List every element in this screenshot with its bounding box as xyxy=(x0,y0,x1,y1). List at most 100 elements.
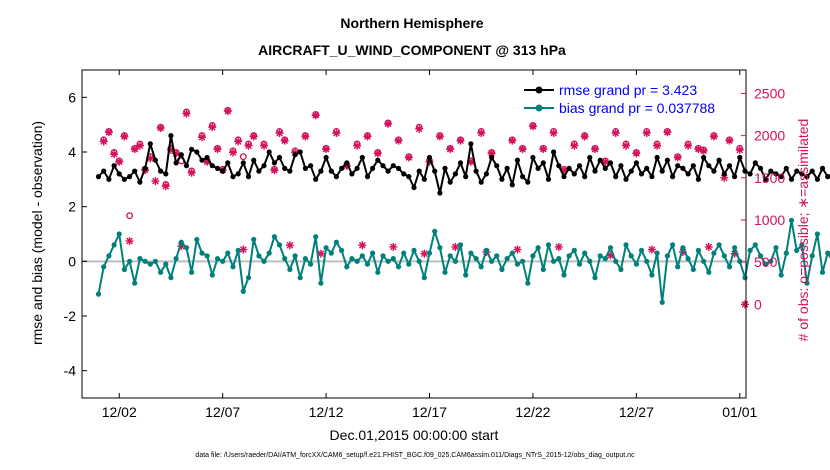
rmse-point xyxy=(670,174,676,180)
possible-obs-marker xyxy=(162,181,170,188)
rmse-point xyxy=(623,176,629,182)
rmse-point xyxy=(654,154,660,161)
rmse-point xyxy=(256,168,262,174)
rmse-point xyxy=(768,168,774,174)
possible-obs-marker xyxy=(446,144,454,152)
possible-obs-marker xyxy=(581,132,589,140)
rmse-point xyxy=(561,174,567,180)
rmse-point xyxy=(235,171,241,177)
assimilated-obs-marker xyxy=(239,245,248,254)
rmse-point xyxy=(675,163,681,169)
bias-point xyxy=(214,256,221,262)
rmse-point xyxy=(757,165,764,171)
rmse-point xyxy=(442,165,448,171)
assimilated-obs-marker xyxy=(647,245,656,254)
bias-point xyxy=(199,250,205,256)
bias-point xyxy=(406,261,412,267)
bias-point xyxy=(535,245,541,251)
bias-point xyxy=(416,258,422,264)
rmse-point xyxy=(701,154,707,161)
possible-obs-marker xyxy=(736,144,744,152)
legend-box xyxy=(518,78,740,120)
bias-point xyxy=(390,256,396,262)
possible-obs-marker xyxy=(198,132,206,140)
rmse-point xyxy=(354,165,360,171)
bias-point xyxy=(752,242,758,248)
bias-point xyxy=(716,242,722,248)
rmse-point xyxy=(189,146,195,152)
rmse-point xyxy=(95,174,102,180)
possible-obs-marker xyxy=(301,132,309,140)
bias-point xyxy=(178,239,184,245)
rmse-point xyxy=(514,157,521,163)
assimilated-obs-marker xyxy=(704,242,713,251)
possible-obs-marker xyxy=(364,132,371,140)
bias-point xyxy=(106,253,112,259)
bias-point xyxy=(442,269,448,275)
x-tick-label: 12/12 xyxy=(309,404,344,420)
rmse-point xyxy=(633,160,640,166)
bias-point xyxy=(432,228,438,234)
possible-obs-marker xyxy=(353,140,361,148)
bias-point xyxy=(561,272,567,278)
legend-bias-marker xyxy=(535,104,543,112)
possible-obs-marker xyxy=(643,127,651,135)
legend-bias-label: bias grand pr = 0.037788 xyxy=(559,100,715,116)
possible-obs-marker xyxy=(405,153,413,161)
bias-point xyxy=(695,247,702,253)
bias-point xyxy=(628,253,634,259)
bias-point xyxy=(411,247,417,253)
rmse-point xyxy=(582,174,588,180)
bias-point xyxy=(189,269,195,275)
rmse-point xyxy=(607,160,614,166)
x-tick-label: 12/22 xyxy=(515,404,550,420)
x-tick-label: 12/27 xyxy=(619,404,654,420)
bias-point xyxy=(240,288,246,294)
rmse-point xyxy=(158,168,164,174)
possible-obs-marker xyxy=(126,212,134,220)
possible-obs-marker xyxy=(136,140,144,148)
possible-obs-marker xyxy=(710,132,718,140)
rmse-point xyxy=(794,168,800,174)
rmse-point xyxy=(783,165,789,171)
rmse-point xyxy=(225,160,231,166)
possible-obs-marker xyxy=(374,149,382,156)
assimilated-obs-marker xyxy=(451,242,460,251)
assimilated-obs-marker xyxy=(285,241,294,250)
bias-point xyxy=(380,253,386,259)
x-axis-label: Dec.01,2015 00:00:00 start xyxy=(330,427,499,443)
bias-point xyxy=(794,247,800,253)
possible-obs-marker xyxy=(684,140,692,148)
bias-point xyxy=(489,258,495,264)
rmse-point xyxy=(204,154,210,161)
rmse-point xyxy=(313,176,319,182)
y-tick-label: 4 xyxy=(68,144,76,160)
bias-point xyxy=(421,275,427,281)
rmse-point xyxy=(592,168,598,174)
y2-tick-label: 0 xyxy=(754,296,762,312)
rmse-point xyxy=(271,160,277,166)
x-tick-label: 12/07 xyxy=(205,404,240,420)
bias-point xyxy=(168,275,174,281)
rmse-point xyxy=(468,141,474,147)
rmse-point xyxy=(747,171,753,177)
bias-point xyxy=(395,264,402,270)
bias-point xyxy=(101,264,107,270)
assimilated-obs-marker xyxy=(513,245,522,254)
bias-point xyxy=(483,247,489,253)
rmse-point xyxy=(525,179,531,185)
bias-point xyxy=(359,253,365,259)
bias-point xyxy=(349,256,355,262)
rmse-point xyxy=(706,163,712,169)
bias-point xyxy=(292,253,298,259)
rmse-point xyxy=(318,168,324,174)
rmse-point xyxy=(799,171,805,177)
possible-obs-marker xyxy=(229,147,237,155)
bias-point xyxy=(494,253,500,259)
bias-point xyxy=(530,253,536,259)
bias-point xyxy=(457,242,464,248)
possible-obs-marker xyxy=(612,127,620,135)
bias-point xyxy=(737,258,743,264)
rmse-point xyxy=(571,171,577,177)
x-tick-label: 12/02 xyxy=(102,404,137,420)
